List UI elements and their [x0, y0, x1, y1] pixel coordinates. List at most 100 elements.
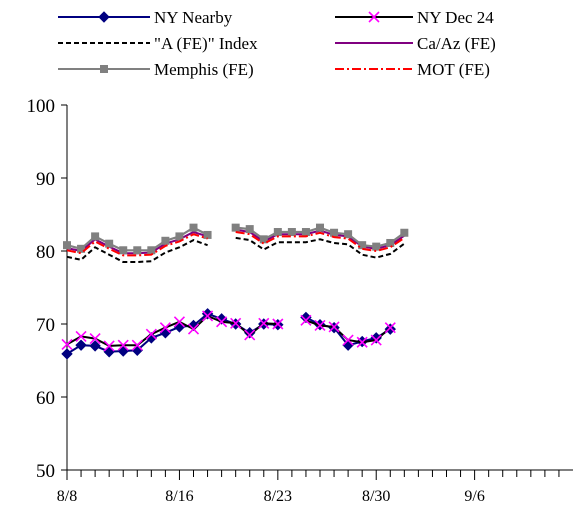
- ny-dec-24-point-8-14: [145, 328, 157, 340]
- ny-nearby-point-8-12: [117, 345, 129, 357]
- memphis-fe-point-8-21: [245, 225, 254, 234]
- memphis-fe-point-8-31: [386, 238, 395, 247]
- ny-dec-24-point-8-30-stroke-b: [370, 334, 382, 346]
- ny-dec-24-point-8-11: [103, 340, 115, 352]
- series-ny-nearby: [61, 308, 396, 360]
- x-tick-label-8-8: 8/8: [57, 488, 77, 505]
- ny-nearby-point-8-8: [61, 348, 73, 360]
- memphis-fe-point-8-15: [161, 236, 170, 245]
- ny-nearby-point-8-9: [75, 339, 87, 351]
- memphis-fe-point-8-24: [287, 228, 296, 237]
- ny-dec-24-point-8-20: [230, 317, 242, 329]
- ny-dec-24-point-8-19-stroke-b: [216, 316, 228, 328]
- ny-dec-24-point-8-26-stroke-b: [314, 319, 326, 332]
- plot-area: [61, 223, 409, 360]
- a-fe-index-line-segment-0: [66, 239, 208, 263]
- ny-dec-24-point-8-12: [117, 339, 129, 351]
- legend-label-memphis-fe: Memphis (FE): [154, 60, 254, 79]
- series-ny-dec-24: [61, 310, 396, 352]
- legend-item-memphis-fe: Memphis (FE): [58, 60, 254, 79]
- ny-dec-24-point-8-13-stroke-b: [131, 339, 143, 351]
- ny-dec-24-point-8-20-stroke-b: [230, 317, 242, 329]
- ny-dec-24-point-8-28-stroke-b: [342, 334, 354, 346]
- ny-dec-24-point-8-23: [272, 318, 284, 330]
- ny-dec-24-point-8-28: [342, 334, 354, 346]
- mot-fe-line-segment-1: [235, 231, 405, 253]
- ny-dec-24-point-8-23-stroke-b: [272, 318, 284, 330]
- legend-label-a-fe-index: "A (FE)" Index: [154, 34, 258, 53]
- ny-dec-24-point-8-30: [370, 334, 382, 346]
- memphis-fe-point-8-8: [63, 241, 71, 250]
- memphis-fe-point-8-14: [147, 246, 156, 255]
- ny-dec-24-point-8-14-stroke-b: [145, 328, 157, 340]
- ny-nearby-point-8-11: [103, 346, 115, 358]
- ny-dec-24-point-8-26: [314, 319, 326, 332]
- legend-item-a-fe-index: "A (FE)" Index: [58, 34, 258, 53]
- memphis-fe-point-8-9: [77, 244, 86, 253]
- y-tick-label-50: 50: [36, 461, 55, 482]
- memphis-fe-point-8-16: [175, 232, 184, 241]
- legend-label-ny-dec-24: NY Dec 24: [417, 8, 494, 27]
- ny-dec-24-point-8-10-stroke-b: [89, 333, 101, 345]
- memphis-fe-point-8-11: [105, 239, 114, 248]
- legend-item-ny-dec-24: NY Dec 24: [335, 8, 494, 27]
- legend-marker-memphis-fe: [100, 65, 108, 73]
- series-mot-fe: [66, 231, 405, 257]
- ny-dec-24-point-8-13: [131, 339, 143, 351]
- ny-nearby-point-8-10: [89, 340, 101, 352]
- memphis-fe-point-9-1: [400, 228, 409, 237]
- ny-dec-24-point-8-27-stroke-b: [328, 321, 340, 333]
- memphis-fe-point-8-28: [344, 230, 353, 239]
- y-tick-label-60: 60: [36, 388, 55, 409]
- memphis-fe-point-8-30: [372, 242, 381, 251]
- ny-dec-24-point-8-10: [89, 333, 101, 345]
- ny-dec-24-point-8-29-stroke-b: [356, 336, 368, 348]
- ny-dec-24-point-8-12-stroke-b: [117, 339, 129, 351]
- memphis-fe-point-8-22: [259, 235, 268, 244]
- ny-dec-24-point-8-8-stroke-b: [61, 338, 73, 351]
- ny-dec-24-point-8-22-stroke-b: [258, 317, 270, 329]
- y-tick-label-70: 70: [36, 315, 55, 336]
- y-tick-label-80: 80: [36, 242, 55, 263]
- legend-marker-ny-dec-24: [368, 11, 380, 23]
- legend-marker-ny-nearby: [98, 11, 110, 23]
- series-memphis-fe: [63, 223, 409, 255]
- memphis-fe-point-8-26: [316, 223, 324, 232]
- memphis-fe-point-8-10: [91, 232, 100, 241]
- ny-nearby-point-8-31: [384, 323, 396, 335]
- ny-dec-24-point-8-21-stroke-b: [244, 329, 256, 341]
- ny-dec-24-point-8-11-stroke-b: [103, 340, 115, 352]
- ny-nearby-point-8-25: [300, 311, 312, 324]
- legend-item-ny-nearby: NY Nearby: [58, 8, 233, 27]
- ny-dec-24-point-8-27: [328, 321, 340, 333]
- x-tick-label-9-6: 9/6: [464, 488, 484, 505]
- memphis-fe-point-8-18: [203, 230, 212, 239]
- ny-dec-24-point-8-29: [356, 336, 368, 348]
- legend-label-mot-fe: MOT (FE): [417, 60, 490, 79]
- x-tick-label-8-16: 8/16: [165, 488, 193, 505]
- memphis-fe-point-8-23: [273, 228, 282, 237]
- ny-dec-24-point-8-17-stroke-b: [187, 323, 200, 335]
- memphis-fe-point-8-17: [189, 223, 198, 232]
- legend-marker-ny-dec-24-stroke-b: [368, 11, 380, 23]
- legend-item-ca-az-fe: Ca/Az (FE): [335, 34, 496, 53]
- x-tick-label-8-30: 8/30: [362, 488, 390, 505]
- chart-axes: 50 60 70 80 90 100 8/8 8/16 8/23 8/30 9/6: [27, 96, 573, 505]
- memphis-fe-point-8-27: [330, 228, 339, 237]
- x-tick-label-8-23: 8/23: [264, 488, 292, 505]
- ny-dec-24-line-segment-0: [66, 314, 278, 347]
- ny-dec-24-point-8-9-stroke-b: [75, 330, 87, 342]
- legend-label-ca-az-fe: Ca/Az (FE): [417, 34, 496, 53]
- ny-dec-24-point-8-18: [201, 310, 214, 322]
- memphis-fe-point-8-12: [119, 246, 128, 255]
- ny-dec-24-point-8-19: [216, 316, 228, 328]
- ny-dec-24-point-8-17: [187, 323, 200, 335]
- ny-dec-24-point-8-9: [75, 330, 87, 342]
- ny-dec-24-point-8-25: [300, 314, 312, 326]
- y-tick-label-100: 100: [27, 96, 56, 117]
- ny-dec-24-point-8-22: [258, 317, 270, 329]
- ny-dec-24-point-8-21: [244, 329, 256, 341]
- legend: NY Nearby NY Dec 24 "A (FE)" Index Ca/Az (F…: [58, 8, 496, 79]
- memphis-fe-point-8-20: [231, 223, 240, 232]
